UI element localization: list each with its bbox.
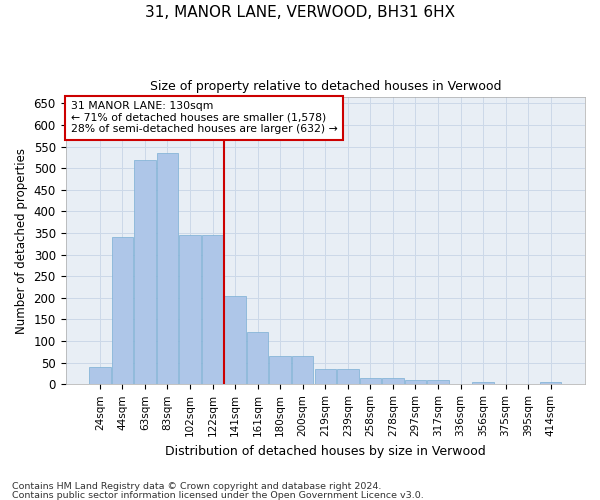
Bar	[427, 380, 449, 384]
Text: Contains public sector information licensed under the Open Government Licence v3: Contains public sector information licen…	[12, 492, 424, 500]
Bar	[134, 160, 155, 384]
Bar	[540, 382, 562, 384]
Y-axis label: Number of detached properties: Number of detached properties	[15, 148, 28, 334]
Text: Contains HM Land Registry data © Crown copyright and database right 2024.: Contains HM Land Registry data © Crown c…	[12, 482, 382, 491]
Bar	[224, 296, 246, 384]
Bar	[337, 369, 359, 384]
X-axis label: Distribution of detached houses by size in Verwood: Distribution of detached houses by size …	[165, 444, 485, 458]
Bar	[472, 382, 494, 384]
Bar	[247, 332, 268, 384]
Bar	[157, 153, 178, 384]
Bar	[314, 369, 336, 384]
Text: 31 MANOR LANE: 130sqm
← 71% of detached houses are smaller (1,578)
28% of semi-d: 31 MANOR LANE: 130sqm ← 71% of detached …	[71, 102, 337, 134]
Bar	[292, 356, 313, 384]
Bar	[112, 238, 133, 384]
Bar	[269, 356, 291, 384]
Bar	[179, 235, 201, 384]
Title: Size of property relative to detached houses in Verwood: Size of property relative to detached ho…	[149, 80, 501, 93]
Bar	[89, 367, 110, 384]
Bar	[382, 378, 404, 384]
Bar	[359, 378, 381, 384]
Bar	[405, 380, 426, 384]
Text: 31, MANOR LANE, VERWOOD, BH31 6HX: 31, MANOR LANE, VERWOOD, BH31 6HX	[145, 5, 455, 20]
Bar	[202, 235, 223, 384]
